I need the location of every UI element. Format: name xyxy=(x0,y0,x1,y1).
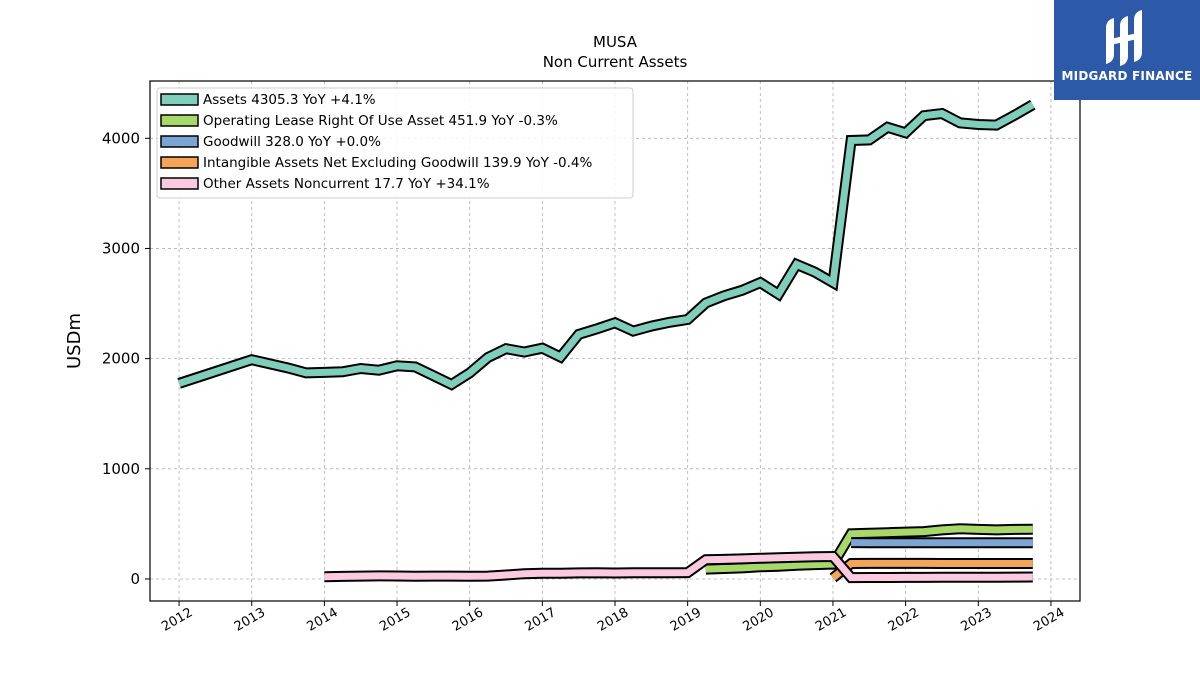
legend-item: Assets 4305.3 YoY +4.1% xyxy=(160,92,376,108)
legend-swatch xyxy=(160,177,199,190)
series-line xyxy=(178,101,1035,389)
series-intangible-assets-net xyxy=(829,557,1033,583)
chart-subtitle: Non Current Assets xyxy=(543,53,688,71)
legend-box xyxy=(156,87,634,199)
y-axis: 0 1000 2000 3000 4000 xyxy=(102,129,150,588)
y-tick-label: 2000 xyxy=(102,350,140,368)
logo-text: MIDGARD FINANCE xyxy=(1061,69,1193,83)
legend-swatch xyxy=(160,114,199,127)
legend: Assets 4305.3 YoY +4.1% Operating Lease R… xyxy=(156,87,634,199)
y-tick-label: 4000 xyxy=(102,129,140,147)
y-tick-label: 3000 xyxy=(102,239,140,257)
legend-item: Intangible Assets Net Excluding Goodwill… xyxy=(160,155,593,171)
chart-title: MUSA xyxy=(593,33,638,51)
series-line xyxy=(830,559,1033,581)
legend-swatch xyxy=(160,156,199,169)
legend-item: Other Assets Noncurrent 17.7 YoY +34.1% xyxy=(160,176,490,192)
legend-label: Intangible Assets Net Excluding Goodwill… xyxy=(203,155,593,171)
logo: MIDGARD FINANCE xyxy=(1054,0,1200,100)
legend-item: Operating Lease Right Of Use Asset 451.9… xyxy=(160,113,558,129)
legend-item: Goodwill 328.0 YoY +0.0% xyxy=(160,134,381,150)
y-tick-label: 1000 xyxy=(102,460,140,478)
legend-label: Goodwill 328.0 YoY +0.0% xyxy=(203,134,381,150)
series-line xyxy=(324,552,1033,582)
series-layer xyxy=(177,99,1036,584)
midgard-logo-icon xyxy=(1106,10,1142,66)
series-operating-lease-right xyxy=(705,523,1033,575)
series-other-assets-noncurrent xyxy=(324,550,1033,584)
legend-label: Operating Lease Right Of Use Asset 451.9… xyxy=(203,113,558,129)
series-line xyxy=(705,525,1033,573)
legend-label: Assets 4305.3 YoY +4.1% xyxy=(203,92,376,108)
legend-label: Other Assets Noncurrent 17.7 YoY +34.1% xyxy=(203,176,490,192)
y-axis-label: USDm xyxy=(64,313,85,369)
y-tick-label: 0 xyxy=(130,570,140,588)
legend-swatch xyxy=(160,135,199,148)
series-assets-43053-yoy xyxy=(177,99,1036,391)
legend-swatch xyxy=(160,93,199,106)
